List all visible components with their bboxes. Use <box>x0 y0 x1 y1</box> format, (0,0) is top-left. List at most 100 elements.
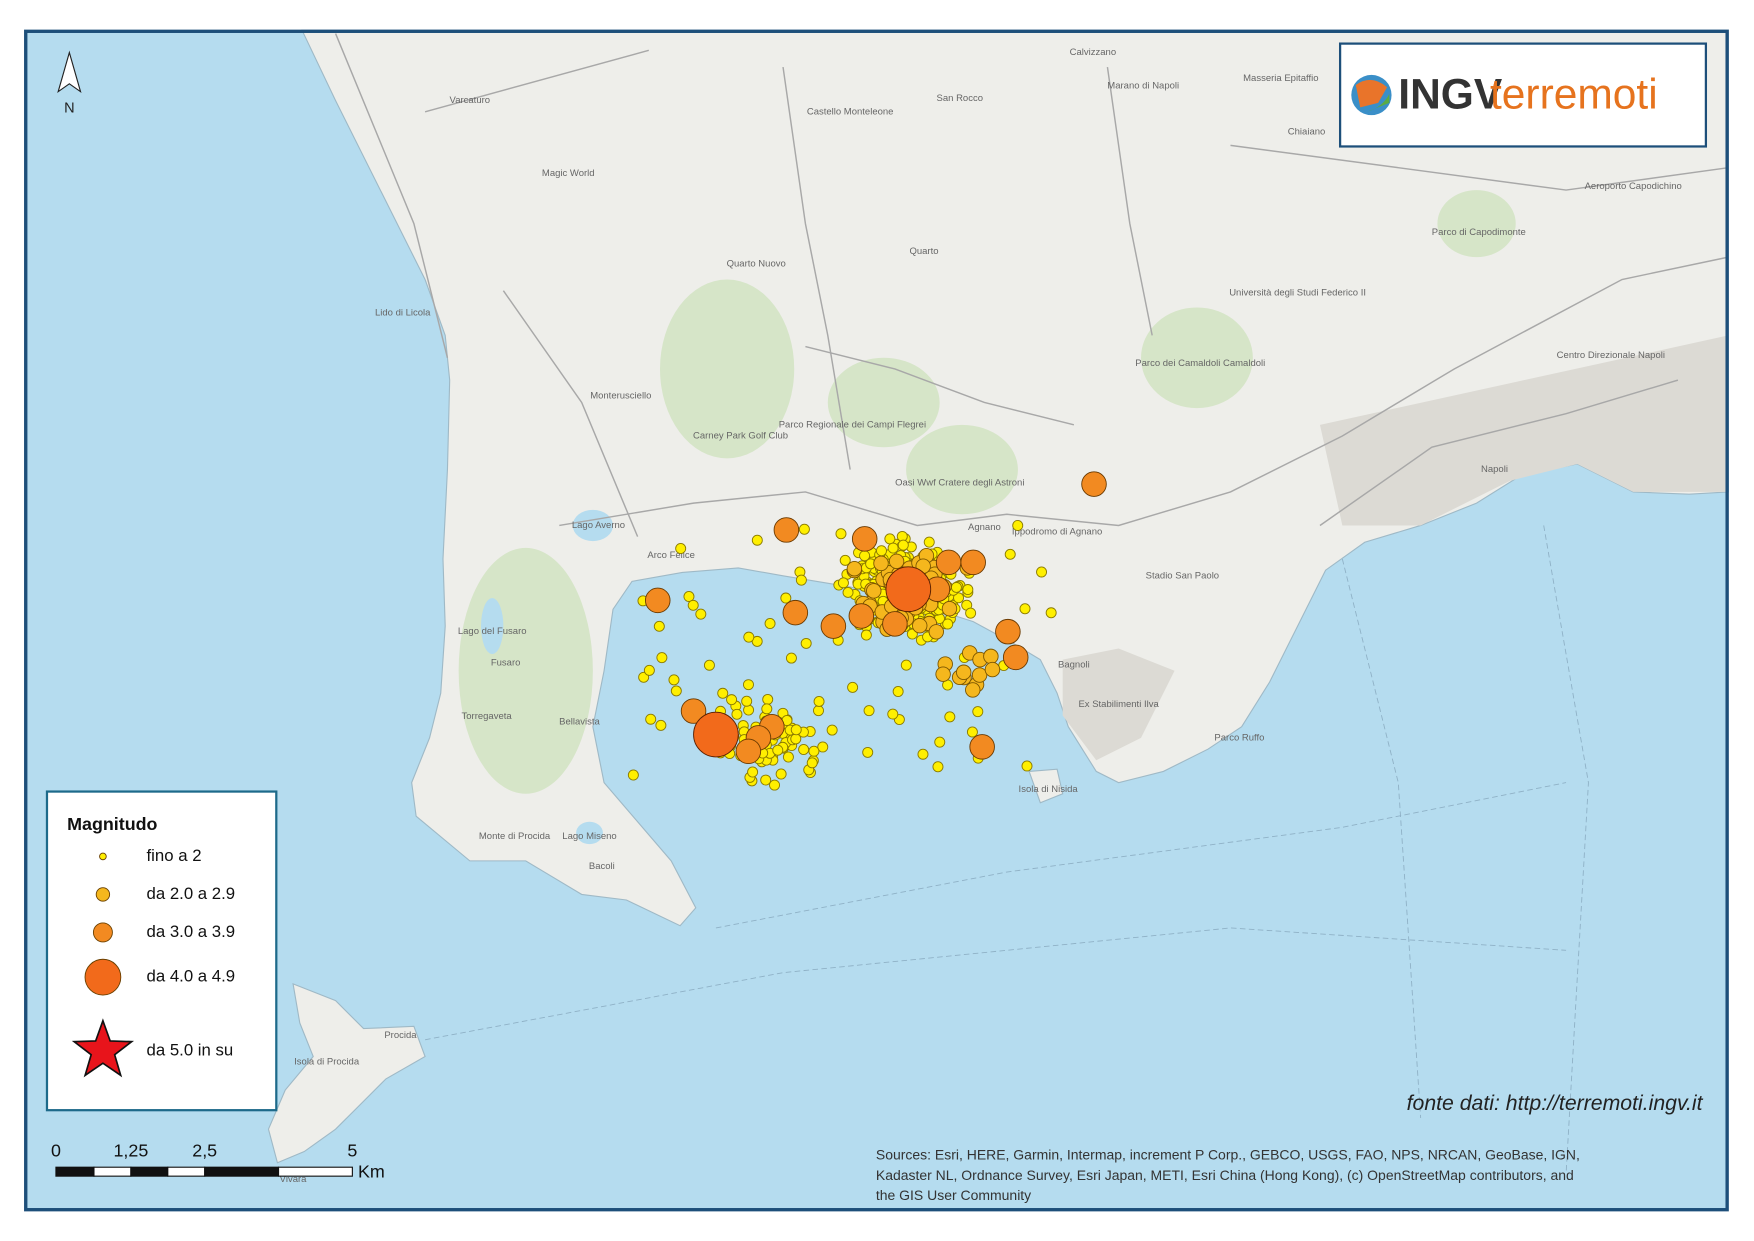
route <box>1543 525 1589 1174</box>
earthquake <box>848 603 875 629</box>
north-label: N <box>64 100 74 116</box>
source-note: fonte dati: http://terremoti.ingv.it <box>1407 1091 1704 1115</box>
earthquake <box>983 648 999 665</box>
earthquake <box>747 766 759 778</box>
earthquake <box>1045 607 1057 619</box>
earthquake <box>887 542 899 554</box>
earthquake <box>780 592 792 604</box>
legend-box <box>45 790 278 1112</box>
road <box>424 49 649 113</box>
earthquake <box>775 768 787 780</box>
north-arrow-shape <box>57 50 82 94</box>
place-label: Varcaturo <box>450 95 490 106</box>
place-label: Magic World <box>542 168 595 179</box>
place-label: Lago Averno <box>572 520 625 531</box>
road <box>334 33 449 358</box>
logo-globe-detail <box>1366 93 1390 112</box>
earthquake <box>683 590 695 602</box>
place-label: Fusaro <box>491 658 521 669</box>
parks <box>458 190 1516 794</box>
place-label: Università degli Studi Federico II <box>1229 287 1366 298</box>
earthquake <box>790 733 802 745</box>
earthquake <box>972 706 984 718</box>
legend-title: Magnitudo <box>67 814 157 834</box>
legend-symbol <box>84 958 122 996</box>
earthquake <box>751 534 763 546</box>
park <box>1437 190 1516 258</box>
earthquake <box>934 736 946 748</box>
place-label: Agnano <box>968 522 1001 533</box>
earthquake <box>806 757 818 769</box>
earthquake <box>741 695 753 707</box>
earthquake <box>808 745 820 757</box>
place-label: Ippodromo di Agnano <box>1012 527 1102 538</box>
legend-symbol <box>92 922 113 943</box>
earthquake <box>851 526 878 552</box>
road <box>502 290 639 537</box>
earthquake <box>782 599 809 626</box>
logo-globe-detail <box>1355 79 1388 108</box>
earthquake <box>735 738 762 765</box>
earthquake <box>875 545 887 557</box>
road <box>782 66 851 470</box>
earthquake <box>693 711 739 758</box>
earthquake <box>884 533 896 545</box>
scale-bar: 0 1,25 2,5 5Km <box>51 1140 385 1181</box>
earthquake <box>795 574 807 586</box>
earthquake <box>1021 760 1033 772</box>
place-label: Lago del Fusaro <box>458 626 527 637</box>
earthquake <box>966 726 978 738</box>
place-label: Vivara <box>280 1174 307 1185</box>
procida-island <box>267 982 426 1164</box>
place-label: Castello Monteleone <box>807 106 894 117</box>
scale-segment <box>55 1166 95 1177</box>
legend: Magnitudo fino a 2 da 2.0 a 2.9 da 3.0 a 3… <box>45 790 278 1112</box>
attribution-line: the GIS User Community <box>876 1187 1031 1203</box>
urban-area <box>1319 335 1729 526</box>
place-label: Marano di Napoli <box>1107 81 1179 92</box>
scale-segment <box>130 1166 169 1177</box>
earthquake <box>962 584 974 596</box>
earthquake <box>862 746 874 758</box>
logo-brand: INGV <box>1398 71 1503 118</box>
scale-unit: Km <box>358 1162 385 1182</box>
logo: INGV terremoti <box>1338 42 1708 148</box>
earthquake <box>900 659 912 671</box>
earthquake <box>644 587 671 614</box>
logo-box <box>1338 42 1708 148</box>
earthquake <box>761 703 773 715</box>
earthquake <box>656 652 668 664</box>
route <box>1341 558 1422 1119</box>
route <box>715 782 1567 929</box>
scale-label: 1,25 <box>113 1140 148 1160</box>
earthquake <box>743 704 755 716</box>
road <box>805 345 1075 426</box>
earthquake <box>703 659 715 671</box>
earthquake <box>717 687 729 699</box>
road <box>1230 144 1729 191</box>
earthquake <box>655 719 667 731</box>
place-label: San Rocco <box>937 93 983 104</box>
earthquake <box>932 761 944 773</box>
earthquake <box>965 607 977 619</box>
place-label: Monterusciello <box>590 390 651 401</box>
earthquake <box>760 774 772 786</box>
place-label: Oasi Wwf Cratere degli Astroni <box>895 478 1024 489</box>
place-label: Bacoli <box>589 861 615 872</box>
earthquake <box>764 618 776 629</box>
earthquake <box>839 554 851 566</box>
earthquake <box>842 586 854 598</box>
earthquake <box>1081 471 1107 497</box>
attribution: Sources: Esri, HERE, Garmin, Intermap, i… <box>876 1147 1580 1203</box>
earthquake <box>882 611 908 637</box>
earthquake <box>782 751 794 763</box>
park <box>827 357 940 448</box>
map-frame <box>24 29 1729 1212</box>
earthquake <box>820 613 847 639</box>
route <box>424 927 1567 1041</box>
park <box>906 424 1018 515</box>
earthquake <box>846 561 863 577</box>
place-label: Bellavista <box>559 717 600 728</box>
earthquake <box>762 693 774 705</box>
earthquake <box>897 539 909 551</box>
